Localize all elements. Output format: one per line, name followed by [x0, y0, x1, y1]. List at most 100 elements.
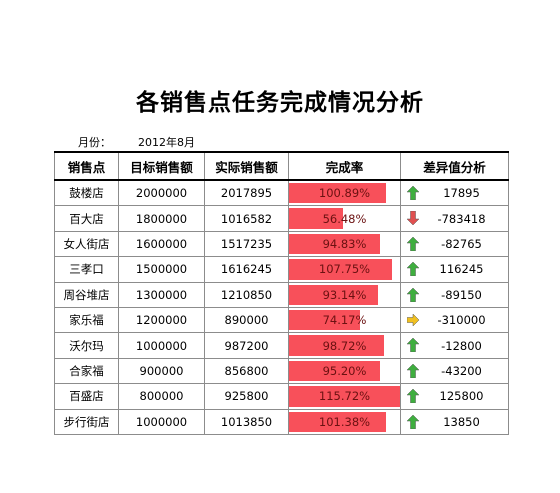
cell-target[interactable]: 1000000	[118, 332, 205, 359]
cell-diff[interactable]: -89150	[400, 281, 509, 308]
cell-rate[interactable]: 95.20%	[288, 357, 401, 385]
arrow-down-icon	[407, 211, 419, 226]
diff-value: -12800	[441, 338, 482, 353]
cell-rate[interactable]: 93.14%	[288, 281, 401, 308]
table-row: 百盛店 800000 925800 115.72% 125800	[54, 383, 509, 410]
cell-actual[interactable]: 2017895	[204, 179, 289, 207]
cell-rate[interactable]: 101.38%	[288, 408, 401, 435]
cell-diff[interactable]: -783418	[400, 205, 509, 232]
cell-store[interactable]: 百盛店	[54, 383, 119, 410]
cell-actual[interactable]: 856800	[204, 357, 289, 385]
cell-store[interactable]: 百大店	[54, 205, 119, 232]
cell-store[interactable]: 周谷堆店	[54, 281, 119, 308]
cell-actual[interactable]: 1210850	[204, 281, 289, 308]
diff-value: 116245	[439, 262, 484, 277]
cell-actual[interactable]: 1616245	[204, 256, 289, 283]
table-row: 百大店 1800000 1016582 56.48% -783418	[54, 205, 509, 232]
cell-rate[interactable]: 94.83%	[288, 230, 401, 258]
cell-store[interactable]: 沃尔玛	[54, 332, 119, 359]
sales-table: 销售点 目标销售额 实际销售额 完成率 差异值分析 鼓楼店 2000000 2017…	[54, 151, 509, 435]
cell-target[interactable]: 1800000	[118, 205, 205, 232]
cell-rate[interactable]: 74.17%	[288, 306, 401, 334]
cell-rate[interactable]: 56.48%	[288, 205, 401, 232]
rate-bar	[289, 386, 400, 407]
cell-actual[interactable]: 1016582	[204, 205, 289, 232]
cell-target[interactable]: 1200000	[118, 306, 205, 334]
rate-text: 101.38%	[318, 414, 371, 429]
diff-value: -310000	[437, 313, 486, 328]
arrow-right-icon	[407, 313, 419, 327]
header-rate[interactable]: 完成率	[288, 151, 401, 181]
cell-diff[interactable]: -82765	[400, 230, 509, 258]
diff-value: -783418	[437, 211, 486, 226]
header-store[interactable]: 销售点	[54, 151, 119, 181]
rate-text: 115.72%	[318, 389, 371, 404]
diff-value: -89150	[441, 287, 482, 302]
month-label: 月份：	[78, 136, 111, 149]
table-row: 女人街店 1600000 1517235 94.83% -82765	[54, 230, 509, 258]
rate-bar	[289, 259, 393, 280]
cell-target[interactable]: 1600000	[118, 230, 205, 258]
rate-text: 94.83%	[322, 236, 367, 251]
cell-target[interactable]: 1300000	[118, 281, 205, 308]
cell-store[interactable]: 三孝口	[54, 256, 119, 283]
cell-actual[interactable]: 925800	[204, 383, 289, 410]
rate-bar	[289, 309, 361, 331]
cell-actual[interactable]: 987200	[204, 332, 289, 359]
rate-text: 93.14%	[322, 287, 367, 302]
cell-diff[interactable]: 116245	[400, 256, 509, 283]
table-row: 周谷堆店 1300000 1210850 93.14% -89150	[54, 281, 509, 308]
diff-value: 17895	[443, 186, 480, 201]
table-row: 合家福 900000 856800 95.20% -43200	[54, 357, 509, 385]
cell-diff[interactable]: -43200	[400, 357, 509, 385]
cell-diff[interactable]: -12800	[400, 332, 509, 359]
cell-diff[interactable]: 125800	[400, 383, 509, 410]
cell-actual[interactable]: 1013850	[204, 408, 289, 435]
rate-text: 107.75%	[318, 262, 371, 277]
header-target[interactable]: 目标销售额	[118, 151, 205, 181]
cell-diff[interactable]: 17895	[400, 179, 509, 207]
diff-value: -43200	[441, 363, 482, 378]
rate-text: 56.48%	[322, 211, 367, 226]
cell-target[interactable]: 900000	[118, 357, 205, 385]
arrow-up-icon	[407, 186, 419, 200]
cell-target[interactable]: 2000000	[118, 179, 205, 207]
cell-actual[interactable]: 1517235	[204, 230, 289, 258]
month-value: 2012年8月	[138, 136, 195, 149]
diff-value: 125800	[439, 389, 484, 404]
rate-text: 98.72%	[322, 338, 367, 353]
arrow-up-icon	[407, 363, 419, 378]
cell-diff[interactable]: -310000	[400, 306, 509, 334]
header-diff[interactable]: 差异值分析	[400, 151, 509, 181]
cell-rate[interactable]: 107.75%	[288, 256, 401, 283]
arrow-up-icon	[407, 414, 419, 429]
rate-bar	[289, 183, 386, 204]
cell-rate[interactable]: 100.89%	[288, 179, 401, 207]
cell-store[interactable]: 女人街店	[54, 230, 119, 258]
table-row: 鼓楼店 2000000 2017895 100.89% 17895	[54, 179, 509, 207]
cell-actual[interactable]: 890000	[204, 306, 289, 334]
page-title: 各销售点任务完成情况分析	[136, 90, 424, 116]
rate-bar	[289, 411, 387, 432]
cell-store[interactable]: 步行街店	[54, 408, 119, 435]
table-row: 沃尔玛 1000000 987200 98.72% -12800	[54, 332, 509, 359]
cell-rate[interactable]: 115.72%	[288, 383, 401, 410]
cell-store[interactable]: 家乐福	[54, 306, 119, 334]
diff-value: -82765	[441, 236, 482, 251]
cell-target[interactable]: 1500000	[118, 256, 205, 283]
cell-rate[interactable]: 98.72%	[288, 332, 401, 359]
arrow-up-icon	[407, 236, 419, 251]
cell-store[interactable]: 鼓楼店	[54, 179, 119, 207]
arrow-up-icon	[407, 389, 419, 404]
table-row: 三孝口 1500000 1616245 107.75% 116245	[54, 256, 509, 283]
cell-diff[interactable]: 13850	[400, 408, 509, 435]
rate-text: 95.20%	[322, 363, 367, 378]
header-actual[interactable]: 实际销售额	[204, 151, 289, 181]
cell-store[interactable]: 合家福	[54, 357, 119, 385]
cell-target[interactable]: 800000	[118, 383, 205, 410]
rate-bar	[289, 335, 384, 356]
diff-value: 13850	[443, 414, 480, 429]
cell-target[interactable]: 1000000	[118, 408, 205, 435]
rate-text: 100.89%	[318, 186, 371, 201]
table-header-row: 销售点 目标销售额 实际销售额 完成率 差异值分析	[54, 151, 509, 181]
